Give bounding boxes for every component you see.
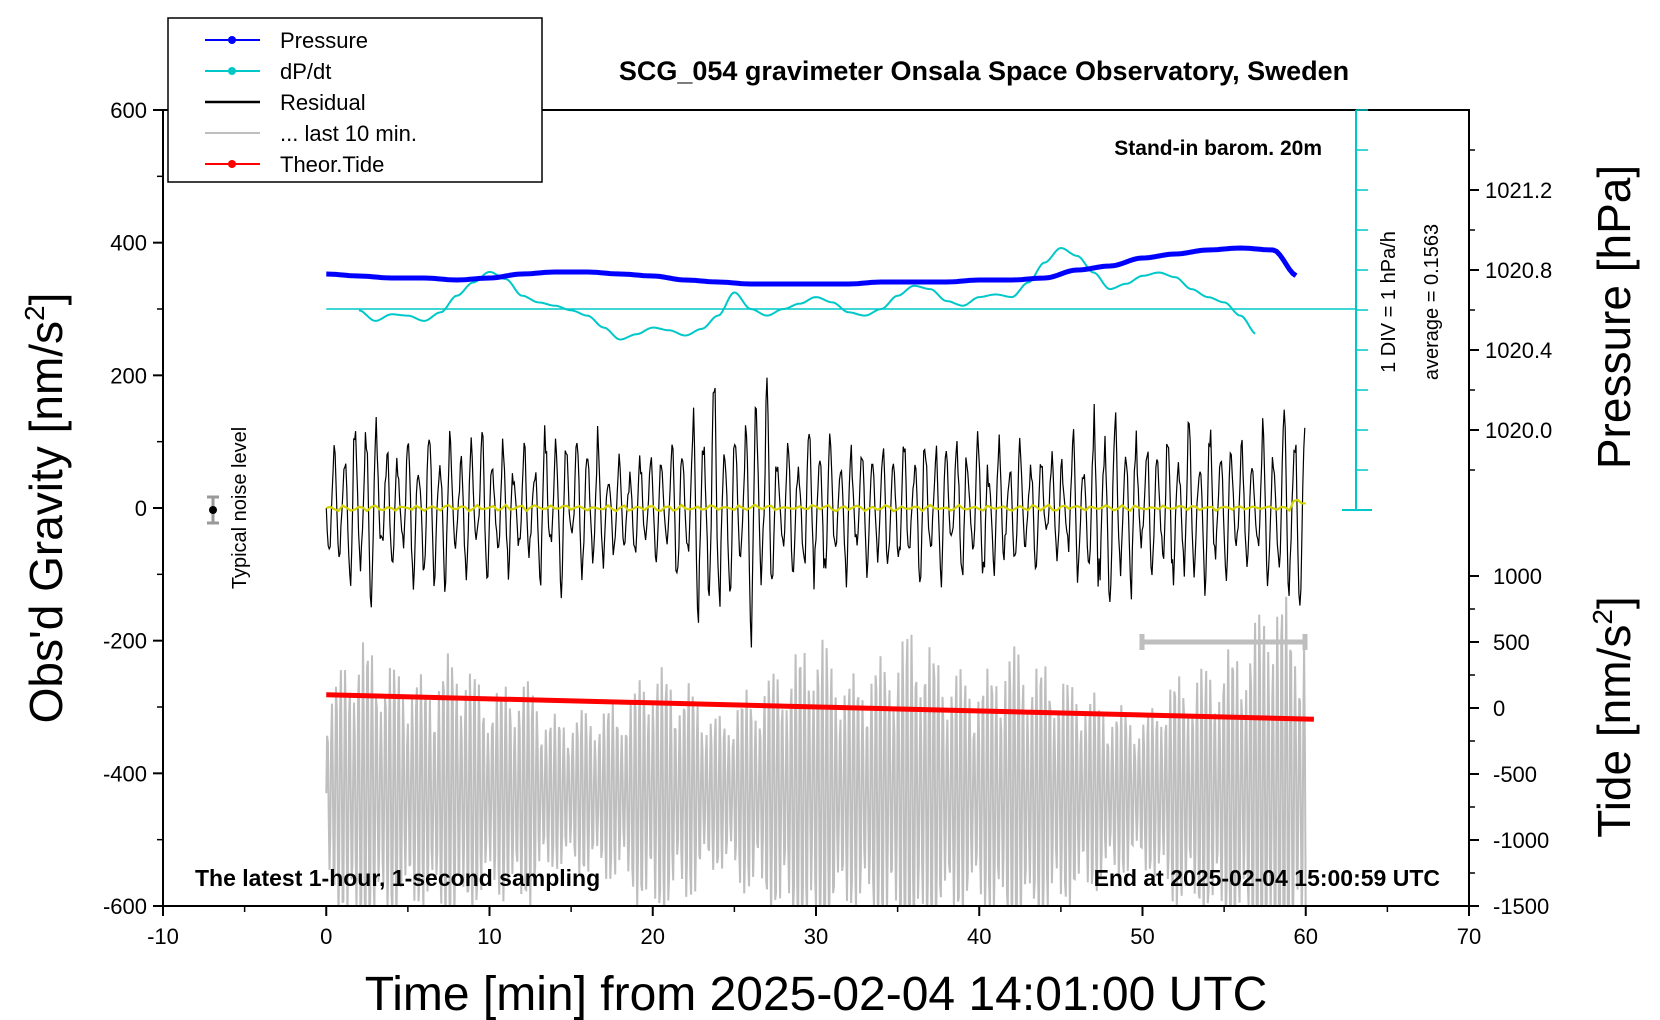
- legend-marker: [228, 160, 236, 168]
- tide-tick-label: -500: [1493, 762, 1537, 787]
- legend-label: dP/dt: [280, 59, 331, 84]
- pressure-tick-label: 1021.2: [1485, 178, 1552, 203]
- noise-label: Typical noise level: [229, 427, 251, 589]
- latest-note: The latest 1-hour, 1-second sampling: [195, 865, 600, 891]
- tide-tick-label: -1500: [1493, 894, 1549, 919]
- legend: Pressure dP/dt Residual ... last 10 min. The…: [167, 17, 543, 183]
- x-tick-label: 10: [477, 924, 501, 949]
- average-note: average = 0.1563: [1421, 224, 1443, 380]
- x-tick-label: 40: [967, 924, 991, 949]
- x-axis: -10 0 10 20 30 40 50 60 70: [147, 906, 1481, 949]
- theor-tide-line: [326, 692, 1314, 722]
- dpdt-scale-bar: [1342, 109, 1372, 511]
- pressure-line: [326, 245, 1298, 287]
- y-axis-label-left-main: Obs'd Gravity [nm/s: [20, 321, 72, 723]
- x-tick-label: 60: [1294, 924, 1318, 949]
- x-tick-label: 50: [1130, 924, 1154, 949]
- x-tick-label: 0: [320, 924, 332, 949]
- y-tick-label: 400: [110, 231, 147, 256]
- y-axis-label-tide: Tide [nm/s2]: [1587, 596, 1640, 837]
- residual-smoothed-line: [326, 498, 1306, 513]
- x-tick-label: 30: [804, 924, 828, 949]
- y-tick-label: -200: [103, 629, 147, 654]
- noise-error-bar: [207, 495, 219, 525]
- y-tick-label: 600: [110, 98, 147, 123]
- pressure-tick-label: 1020.0: [1485, 418, 1552, 443]
- last-10-min-line: [325, 596, 1307, 906]
- dpdt-line: [358, 246, 1256, 341]
- y-tick-label: -400: [103, 761, 147, 786]
- x-tick-label: -10: [147, 924, 179, 949]
- div-note: 1 DIV = 1 hPa/h: [1378, 231, 1400, 373]
- barometer-note: Stand-in barom. 20m: [1114, 137, 1322, 160]
- y-axis-label-tide-sup: 2: [1587, 609, 1618, 625]
- y-axis-label-left-sup: 2: [19, 305, 50, 321]
- tide-tick-label: 1000: [1493, 564, 1542, 589]
- residual-line: [325, 377, 1306, 648]
- end-note: End at 2025-02-04 15:00:59 UTC: [1094, 865, 1440, 891]
- x-tick-label: 70: [1457, 924, 1481, 949]
- tide-tick-label: -1000: [1493, 828, 1549, 853]
- y-tick-label: 0: [135, 496, 147, 521]
- y-tick-label: -600: [103, 894, 147, 919]
- y-tick-label: 200: [110, 363, 147, 388]
- legend-marker: [228, 36, 236, 44]
- y-axis-label-tide-main: Tide [nm/s: [1588, 625, 1640, 838]
- chart-title: SCG_054 gravimeter Onsala Space Observat…: [619, 56, 1349, 86]
- x-axis-label: Time [min] from 2025-02-04 14:01:00 UTC: [365, 968, 1268, 1020]
- data-layers: [325, 245, 1356, 906]
- y-axis-label-left: Obs'd Gravity [nm/s2]: [19, 293, 72, 724]
- y-axis-label-pressure: Pressure [hPa]: [1588, 165, 1640, 469]
- x-tick-label: 20: [641, 924, 665, 949]
- y-axis-pressure: 1020.0 1020.4 1020.8 1021.2: [1469, 149, 1552, 471]
- pressure-tick-label: 1020.8: [1485, 258, 1552, 283]
- legend-label: Theor.Tide: [280, 152, 384, 177]
- pressure-tick-label: 1020.4: [1485, 338, 1552, 363]
- y-axis-gravity: -600 -400 -200 0 200 400 600: [103, 98, 163, 919]
- y-axis-tide: -1500 -1000 -500 0 500 1000: [1469, 564, 1549, 919]
- y-axis-label-tide-end: ]: [1588, 596, 1640, 609]
- y-axis-label-left-end: ]: [20, 293, 72, 306]
- legend-marker: [228, 67, 236, 75]
- tide-tick-label: 0: [1493, 696, 1505, 721]
- tide-tick-label: 500: [1493, 630, 1530, 655]
- last-10-min-bar: [1139, 634, 1308, 650]
- legend-label: Pressure: [280, 28, 368, 53]
- legend-label: Residual: [280, 90, 366, 115]
- legend-label: ... last 10 min.: [280, 121, 417, 146]
